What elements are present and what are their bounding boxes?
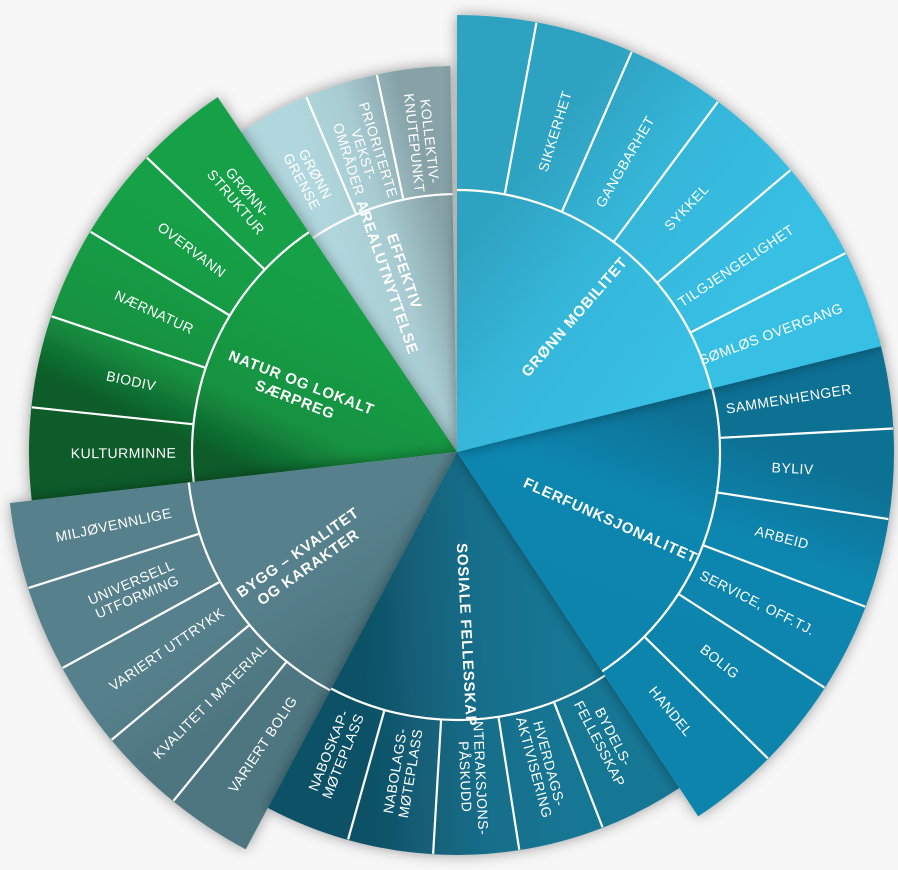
separator-line [31, 406, 193, 426]
segment-sykkel [613, 101, 791, 283]
segment-arbeid [702, 492, 889, 607]
separator-line [717, 491, 889, 521]
sector-sosiale-fellesskap: SOSIALE FELLESSKAPBYDELS-FELLESSKAPHVERD… [267, 452, 680, 856]
separator-line [690, 252, 847, 334]
segment-miljovennlige [9, 482, 200, 589]
inner-arc [601, 383, 722, 673]
segment-naboskap-moteplass [267, 688, 385, 840]
segment-interaksjons-paskudd-label-line-0: INTERAKSJONS- [470, 716, 492, 835]
sector-flerfunksjonalitet-wedge [457, 383, 721, 672]
separator-line [51, 315, 206, 369]
segment-kulturminne [28, 407, 194, 501]
separator-line [432, 720, 443, 854]
separator-line [720, 427, 893, 439]
segment-variert-uttrykk [62, 581, 250, 741]
sector-natur-og-lokalt-saerpreg-wedge [191, 232, 457, 482]
segment-interaksjons-paskudd [433, 716, 520, 856]
separator-line [62, 581, 220, 669]
segment-interaksjons-paskudd-label: INTERAKSJONS-PÅSKUDD [456, 716, 492, 835]
segment-bolig [644, 593, 825, 759]
segment-sikkerhet [504, 22, 632, 212]
segment-sammenhenger [711, 338, 894, 438]
sector-flerfunksjonalitet: FLERFUNKSJONALITETSAMMENHENGERBYLIVARBEI… [457, 338, 895, 817]
segment-variert-bolig [173, 661, 331, 850]
inner-arc [312, 192, 453, 240]
sector-sosiale-fellesskap-wedge [331, 452, 605, 721]
separator-line [110, 624, 250, 741]
separator-line [172, 661, 287, 802]
separator-line [561, 51, 633, 212]
segment-byliv-label-line-0: BYLIV [771, 459, 814, 477]
segment-nabolags-moteplass [347, 710, 442, 855]
inner-arc [187, 482, 331, 692]
separator-line [497, 717, 521, 850]
separator-line [347, 710, 386, 840]
separator-line [28, 532, 200, 589]
inner-arc [456, 188, 713, 389]
segment-interaksjons-paskudd-label-line-1: PÅSKUDD [456, 741, 475, 813]
segment-handel [602, 636, 769, 817]
segment-universell-utforming [28, 533, 221, 669]
segment-gronn-struktur [146, 97, 309, 270]
segment-unlabeled [457, 15, 537, 195]
separator-line [89, 230, 230, 316]
separator-line [657, 169, 792, 284]
separator-line [305, 96, 357, 215]
segment-overvann [90, 157, 265, 316]
segment-kulturminne-label-line-0: KULTURMINNE [71, 445, 177, 461]
segment-service-off-tj [678, 545, 866, 688]
segment-byliv [716, 428, 895, 520]
segment-somlos-overgang [690, 252, 882, 389]
segment-prioriterte-vekst-omrader [306, 74, 404, 215]
sector-natur-og-lokalt-saerpreg: NATUR OG LOKALTSÆRPREGKULTURMINNEBIODIVN… [28, 97, 457, 501]
separator-line [553, 702, 604, 828]
separator-line [703, 544, 866, 608]
segment-kulturminne-label: KULTURMINNE [71, 445, 177, 461]
segment-kvalitet-i-material [111, 624, 287, 802]
inner-arc [190, 231, 310, 483]
segment-tilgjengelighet [657, 169, 847, 333]
segment-biodiv [31, 316, 206, 425]
segment-gangbarhet [561, 51, 719, 242]
separator-line [613, 101, 719, 242]
segment-gronn-grense [241, 96, 357, 239]
separator-line [146, 156, 265, 270]
separator-line [678, 593, 826, 689]
segment-hverdags-aktivisering [498, 701, 603, 851]
segment-bydels-fellesskap [553, 675, 680, 828]
separator-line [644, 636, 769, 760]
sector-effektiv-arealutnyttelse-wedge [312, 194, 457, 453]
separator-line [375, 74, 405, 199]
segment-kollektiv-knutepunkt [376, 66, 453, 200]
segment-naernatur [51, 231, 230, 368]
separator-line [503, 22, 538, 194]
inner-arc [330, 674, 606, 722]
segment-byliv-label: BYLIV [771, 459, 814, 477]
sector-gronn-mobilitet-wedge [457, 190, 712, 452]
